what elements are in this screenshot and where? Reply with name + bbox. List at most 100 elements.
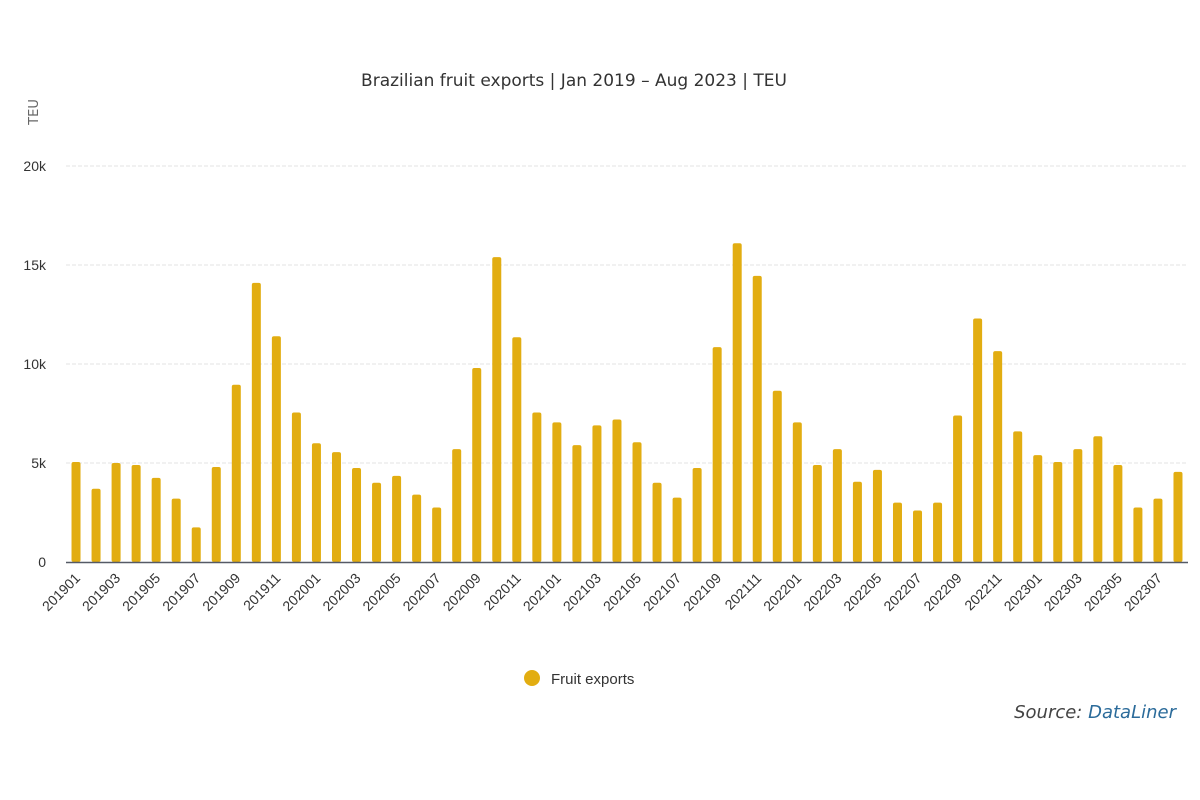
x-tick-label: 202103 [560, 570, 604, 614]
bar-201912[interactable] [291, 412, 301, 562]
x-tick-label: 202003 [319, 570, 363, 614]
bar-202101[interactable] [552, 422, 562, 562]
x-tick-label: 202305 [1081, 570, 1125, 614]
bar-201907[interactable] [191, 527, 201, 562]
y-tick-label: 10k [23, 356, 47, 372]
x-tick-label: 201901 [39, 570, 83, 614]
x-tick-label: 201911 [240, 570, 284, 614]
bar-202106[interactable] [652, 482, 662, 562]
chart-title: Brazilian fruit exports | Jan 2019 – Aug… [361, 71, 787, 91]
bar-201908[interactable] [211, 466, 221, 562]
x-tick-label: 201909 [199, 570, 243, 614]
y-axis-ticks: 0 5k 10k 15k 20k [23, 158, 47, 570]
bar-202105[interactable] [632, 442, 642, 562]
bar-202103[interactable] [592, 425, 602, 562]
source-attribution: Source: DataLiner [1014, 702, 1176, 723]
x-tick-label: 202201 [760, 570, 804, 614]
bar-202003[interactable] [352, 467, 362, 562]
bar-202305[interactable] [1113, 464, 1123, 562]
bar-202002[interactable] [331, 452, 341, 562]
bar-202308[interactable] [1173, 471, 1183, 562]
x-tick-label: 202009 [440, 570, 484, 614]
bar-202204[interactable] [852, 481, 862, 562]
bar-202302[interactable] [1053, 462, 1063, 562]
bar-202304[interactable] [1093, 436, 1103, 562]
bar-202010[interactable] [492, 257, 502, 562]
x-tick-label: 202209 [920, 570, 964, 614]
y-axis-label: TEU [27, 99, 42, 126]
x-tick-label: 202105 [600, 570, 644, 614]
bar-202006[interactable] [412, 494, 422, 562]
x-tick-label: 202301 [1001, 570, 1045, 614]
bar-201911[interactable] [271, 336, 281, 562]
bar-201903[interactable] [111, 463, 121, 562]
y-tick-label: 5k [31, 455, 47, 471]
bar-202112[interactable] [772, 390, 782, 562]
y-tick-label: 15k [23, 257, 47, 273]
x-tick-label: 202109 [680, 570, 724, 614]
x-tick-label: 202111 [721, 570, 764, 613]
bar-201909[interactable] [231, 384, 241, 562]
bar-202108[interactable] [692, 467, 702, 562]
bar-202011[interactable] [512, 337, 522, 562]
bar-202005[interactable] [392, 475, 402, 562]
bar-202001[interactable] [311, 443, 321, 562]
x-tick-label: 201903 [79, 570, 123, 614]
x-tick-label: 202107 [640, 570, 684, 614]
bar-202211[interactable] [993, 351, 1003, 562]
bars [71, 243, 1183, 562]
bar-202110[interactable] [732, 243, 742, 562]
source-link[interactable]: DataLiner [1088, 702, 1176, 723]
bar-202208[interactable] [933, 502, 943, 562]
bar-202203[interactable] [832, 449, 842, 562]
bar-202111[interactable] [752, 275, 762, 562]
legend-marker-fruit-exports[interactable] [524, 670, 540, 686]
legend[interactable]: Fruit exports [524, 670, 634, 688]
bar-202209[interactable] [953, 415, 963, 562]
bar-202206[interactable] [892, 502, 902, 562]
bar-202205[interactable] [872, 469, 882, 562]
x-tick-label: 202011 [480, 570, 524, 614]
legend-label-fruit-exports[interactable]: Fruit exports [551, 671, 634, 688]
bar-202210[interactable] [973, 318, 983, 562]
bar-202102[interactable] [572, 445, 582, 562]
bar-202008[interactable] [452, 449, 462, 562]
x-tick-label: 201905 [119, 570, 163, 614]
x-tick-label: 202005 [359, 570, 403, 614]
x-tick-label: 202001 [279, 570, 323, 614]
y-tick-label: 20k [23, 158, 47, 174]
bar-202212[interactable] [1013, 431, 1023, 562]
x-tick-label: 202101 [520, 570, 564, 614]
bar-202301[interactable] [1033, 455, 1043, 562]
bar-202104[interactable] [612, 419, 622, 562]
bar-202202[interactable] [812, 464, 822, 562]
bar-201906[interactable] [171, 498, 181, 562]
bar-201910[interactable] [251, 282, 261, 562]
bar-202306[interactable] [1133, 507, 1143, 562]
y-tick-label: 0 [38, 554, 46, 570]
x-tick-label: 202211 [961, 570, 1005, 614]
bar-202107[interactable] [672, 497, 682, 562]
x-tick-label: 202203 [800, 570, 844, 614]
bar-201905[interactable] [151, 477, 161, 562]
x-tick-label: 202007 [399, 570, 443, 614]
bar-202307[interactable] [1153, 498, 1163, 562]
x-tick-label: 202303 [1041, 570, 1085, 614]
x-tick-label: 202205 [840, 570, 884, 614]
bar-201904[interactable] [131, 464, 141, 562]
bar-202201[interactable] [792, 422, 802, 562]
x-tick-label: 201907 [159, 570, 203, 614]
bar-202109[interactable] [712, 347, 722, 562]
x-tick-label: 202207 [880, 570, 924, 614]
bar-201901[interactable] [71, 462, 81, 562]
bar-202207[interactable] [913, 510, 923, 562]
bar-202007[interactable] [432, 507, 442, 562]
bar-202012[interactable] [532, 412, 542, 562]
bar-201902[interactable] [91, 488, 101, 562]
bar-202004[interactable] [372, 482, 382, 562]
x-axis-ticks: 2019012019032019052019072019092019112020… [39, 570, 1165, 614]
bar-202303[interactable] [1073, 449, 1083, 562]
bar-202009[interactable] [472, 367, 482, 562]
source-prefix: Source: [1014, 702, 1089, 723]
